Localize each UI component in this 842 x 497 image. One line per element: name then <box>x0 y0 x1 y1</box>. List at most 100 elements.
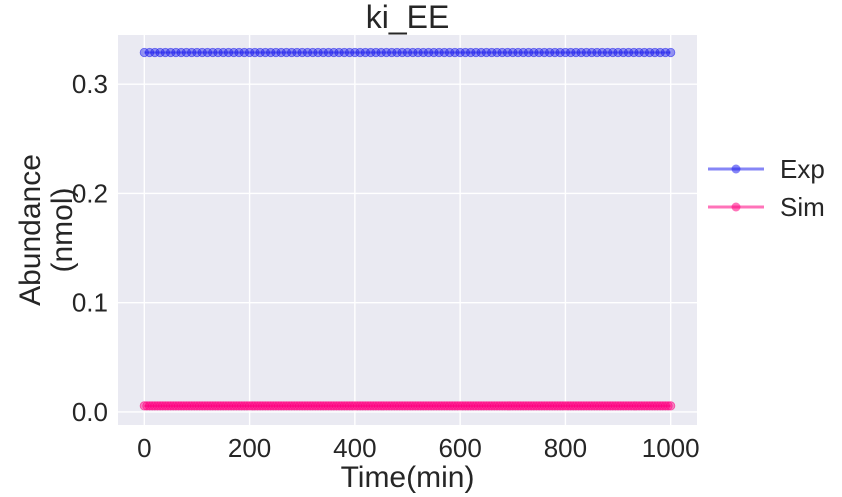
data-point <box>502 401 513 411</box>
data-point <box>239 47 249 58</box>
data-point <box>255 401 265 411</box>
data-point <box>266 47 276 58</box>
data-point <box>529 401 539 411</box>
data-point <box>200 401 210 411</box>
data-point <box>437 401 447 411</box>
data-point <box>634 47 644 58</box>
data-point <box>350 401 360 411</box>
data-point <box>666 47 676 58</box>
data-point <box>584 401 594 411</box>
data-point <box>229 401 239 411</box>
y-tick-label: 0.2 <box>72 178 108 208</box>
data-point <box>376 47 386 58</box>
data-point <box>360 401 370 411</box>
data-point <box>247 401 257 411</box>
data-point <box>445 47 455 58</box>
data-point <box>655 47 665 58</box>
data-point <box>360 47 370 58</box>
data-point <box>258 401 268 411</box>
data-point <box>539 401 549 411</box>
data-point <box>466 401 476 411</box>
data-point <box>142 401 152 411</box>
data-point <box>539 47 549 58</box>
data-point <box>321 401 331 411</box>
data-point <box>160 47 170 58</box>
y-tick-label: 0.0 <box>72 397 108 427</box>
x-tick-label: 200 <box>228 433 271 463</box>
data-point <box>537 401 547 411</box>
data-point <box>423 401 434 411</box>
data-point <box>389 401 399 411</box>
data-point <box>602 401 613 411</box>
data-point <box>534 401 544 411</box>
data-point <box>508 47 518 58</box>
data-point <box>250 401 260 411</box>
data-point <box>158 401 168 411</box>
data-point <box>218 401 228 411</box>
data-point <box>629 401 639 411</box>
data-point <box>155 401 165 411</box>
data-point <box>552 401 563 411</box>
data-point <box>163 401 173 411</box>
data-point <box>276 401 286 411</box>
data-point <box>516 401 526 411</box>
series-layer <box>139 47 676 411</box>
data-point <box>621 401 631 411</box>
data-point <box>471 401 481 411</box>
data-point <box>508 401 518 411</box>
data-point <box>276 47 286 58</box>
data-point <box>171 47 181 58</box>
data-point <box>518 47 528 58</box>
data-point <box>297 401 307 411</box>
data-point <box>284 401 294 411</box>
data-point <box>139 401 149 411</box>
data-point <box>531 401 542 411</box>
data-point <box>550 401 560 411</box>
data-point <box>560 47 571 58</box>
data-point <box>268 401 278 411</box>
legend: Exp Sim <box>708 154 825 222</box>
data-point <box>302 401 313 411</box>
data-point <box>316 401 326 411</box>
legend-marker <box>731 164 741 174</box>
data-point <box>410 401 420 411</box>
data-point <box>347 401 357 411</box>
data-point <box>650 47 660 58</box>
data-point <box>197 47 207 58</box>
data-point <box>592 401 602 411</box>
y-axis-label-line-2: (nmol) <box>46 187 79 272</box>
data-point <box>458 401 468 411</box>
data-point <box>152 401 163 411</box>
data-point <box>455 401 465 411</box>
data-point <box>642 401 652 411</box>
data-point <box>229 47 239 58</box>
data-point <box>387 47 397 58</box>
data-point <box>192 401 202 411</box>
data-point <box>252 401 263 411</box>
data-point <box>166 47 176 58</box>
data-point <box>308 401 318 411</box>
data-point <box>187 401 197 411</box>
data-point <box>176 401 186 411</box>
data-point <box>250 47 260 58</box>
series-sim <box>139 401 676 411</box>
data-point <box>197 401 207 411</box>
data-point <box>371 401 381 411</box>
data-point <box>310 401 320 411</box>
data-point <box>339 401 349 411</box>
data-point <box>184 401 194 411</box>
data-point <box>150 401 160 411</box>
data-point <box>187 47 197 58</box>
data-point <box>608 47 618 58</box>
data-point <box>418 47 428 58</box>
data-point <box>429 401 439 411</box>
data-point <box>550 47 560 58</box>
data-point <box>581 47 592 58</box>
data-point <box>366 47 376 58</box>
data-point <box>602 47 613 58</box>
data-point <box>223 401 234 411</box>
data-point <box>579 401 589 411</box>
data-point <box>587 401 597 411</box>
tick-labels: 0 200 400 600 800 1000 0.0 0.1 0.2 0.3 <box>72 69 700 463</box>
data-point <box>139 47 149 58</box>
